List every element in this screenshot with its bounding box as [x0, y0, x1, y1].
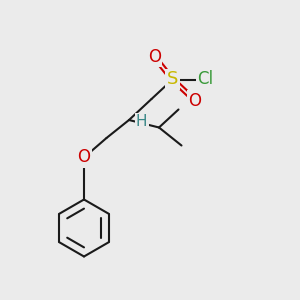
Text: Cl: Cl — [197, 70, 214, 88]
Text: O: O — [188, 92, 202, 110]
Text: O: O — [77, 148, 91, 166]
Text: O: O — [148, 48, 161, 66]
Text: S: S — [167, 70, 178, 88]
Text: H: H — [136, 114, 147, 129]
